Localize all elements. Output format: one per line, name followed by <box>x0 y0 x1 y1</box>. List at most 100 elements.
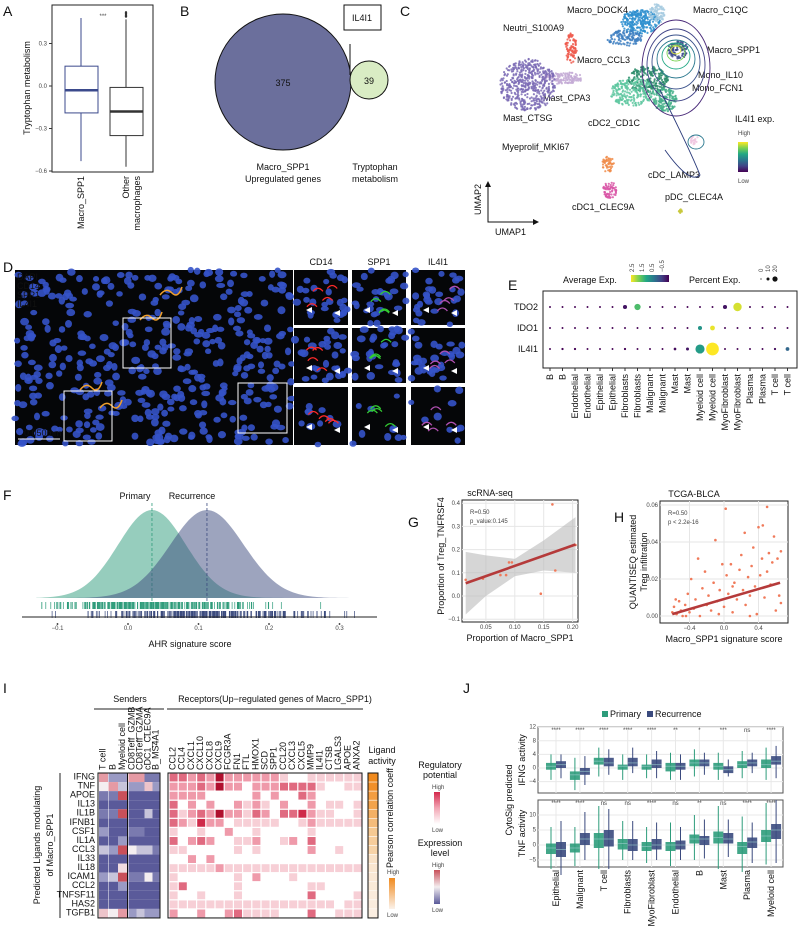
nucleus <box>247 363 256 370</box>
sender-expression-cell <box>136 791 145 801</box>
cell-point <box>644 79 647 82</box>
cell-point <box>529 81 532 85</box>
nucleus <box>214 275 224 283</box>
sender-expression-cell <box>152 881 161 891</box>
cell-point <box>671 92 674 95</box>
significance-label: **** <box>766 728 776 734</box>
cell-point <box>516 79 519 83</box>
y-tick-label: 0.3 <box>39 41 48 47</box>
nucleus <box>21 290 28 299</box>
cell-point <box>622 18 625 21</box>
nucleus <box>229 415 236 423</box>
cell-point <box>682 52 685 55</box>
cell-point <box>567 74 570 78</box>
nucleus <box>425 277 433 285</box>
expression-dot <box>674 327 676 329</box>
cell-point <box>612 182 615 185</box>
nucleus <box>199 384 207 391</box>
cell-point <box>658 85 662 88</box>
regulatory-potential-cell <box>289 864 298 873</box>
x-category-label: B <box>694 870 704 876</box>
expression-dot <box>686 347 689 351</box>
nucleus <box>305 402 313 411</box>
sender-expression-cell <box>144 845 153 855</box>
cell-point <box>521 78 524 81</box>
cell-type-label: Malignant <box>658 374 668 414</box>
nucleus <box>27 359 36 366</box>
arrowhead-marker <box>392 310 398 316</box>
cell-point <box>532 66 535 69</box>
cell-point <box>523 105 527 108</box>
cell-point <box>676 46 679 49</box>
y-tick-label: 0.2 <box>452 548 461 554</box>
regulatory-potential-cell <box>197 818 206 827</box>
cluster-label: Macro_C1QC <box>693 5 749 15</box>
data-point <box>731 585 734 588</box>
sender-expression-cell <box>128 872 137 882</box>
sender-expression-cell <box>136 890 145 900</box>
sender-expression-cell <box>136 809 145 819</box>
regulatory-potential-cell <box>197 809 206 818</box>
cell-point <box>574 47 577 50</box>
venn-set-label: metabolism <box>352 174 398 184</box>
cell-type-label: MyoFibroblast <box>733 374 743 431</box>
cell-point <box>575 76 578 79</box>
data-point <box>712 581 715 584</box>
cell-point <box>552 73 555 77</box>
cell-point <box>526 107 529 110</box>
ligand-activity-cell <box>367 781 379 792</box>
data-point <box>755 612 759 616</box>
data-point <box>750 564 753 568</box>
cell-point <box>570 81 574 84</box>
panel-letter-H: H <box>614 509 624 525</box>
data-point <box>714 538 717 542</box>
nucleus <box>246 353 254 360</box>
cell-point <box>524 66 528 69</box>
channel-label-IL4I1: IL4I1 <box>17 299 37 309</box>
nucleus <box>18 401 28 409</box>
data-point <box>774 609 778 612</box>
cell-point <box>609 167 613 170</box>
cell-point <box>521 105 524 108</box>
density-contour <box>641 19 711 117</box>
sender-expression-cell <box>99 881 108 891</box>
regulatory-potential-cell <box>289 809 298 818</box>
nucleus <box>141 386 150 393</box>
nucleus <box>206 435 213 444</box>
nucleus <box>173 348 181 355</box>
sender-label: cDC1_CLEC9A <box>143 707 153 770</box>
sender-expression-cell <box>136 782 145 792</box>
nucleus <box>402 297 410 305</box>
cell-point <box>534 102 537 105</box>
sender-expression-cell <box>118 836 128 846</box>
cluster-cDC_LAMP3 <box>689 135 699 146</box>
cell-point <box>649 77 652 80</box>
nucleus <box>123 398 132 406</box>
nucleus <box>458 341 466 349</box>
cell-point <box>548 78 551 81</box>
sender-expression-cell <box>108 818 118 828</box>
sender-expression-cell <box>128 782 137 792</box>
regulatory-potential-cell <box>326 809 334 818</box>
cell-point <box>521 73 524 76</box>
regulatory-potential-cell <box>270 773 279 782</box>
cell-point <box>642 65 645 69</box>
cell-point <box>556 82 559 85</box>
cell-point <box>672 106 675 109</box>
pearson-legend-title: Pearson correlation coeff <box>385 768 395 868</box>
nucleus <box>351 282 361 288</box>
sender-expression-cell <box>128 881 137 891</box>
channel-signal <box>306 303 318 308</box>
nucleus <box>412 292 420 300</box>
overlap-gene-label: IL4I1 <box>352 13 372 23</box>
cell-point <box>690 137 693 140</box>
nucleus <box>265 438 273 445</box>
data-point <box>698 614 702 618</box>
data-point <box>748 614 752 618</box>
nucleus <box>435 291 444 298</box>
cell-point <box>536 102 539 106</box>
cluster-pDC_CLEC4A <box>677 208 683 214</box>
nucleus <box>58 393 66 401</box>
cell-point <box>656 85 659 88</box>
